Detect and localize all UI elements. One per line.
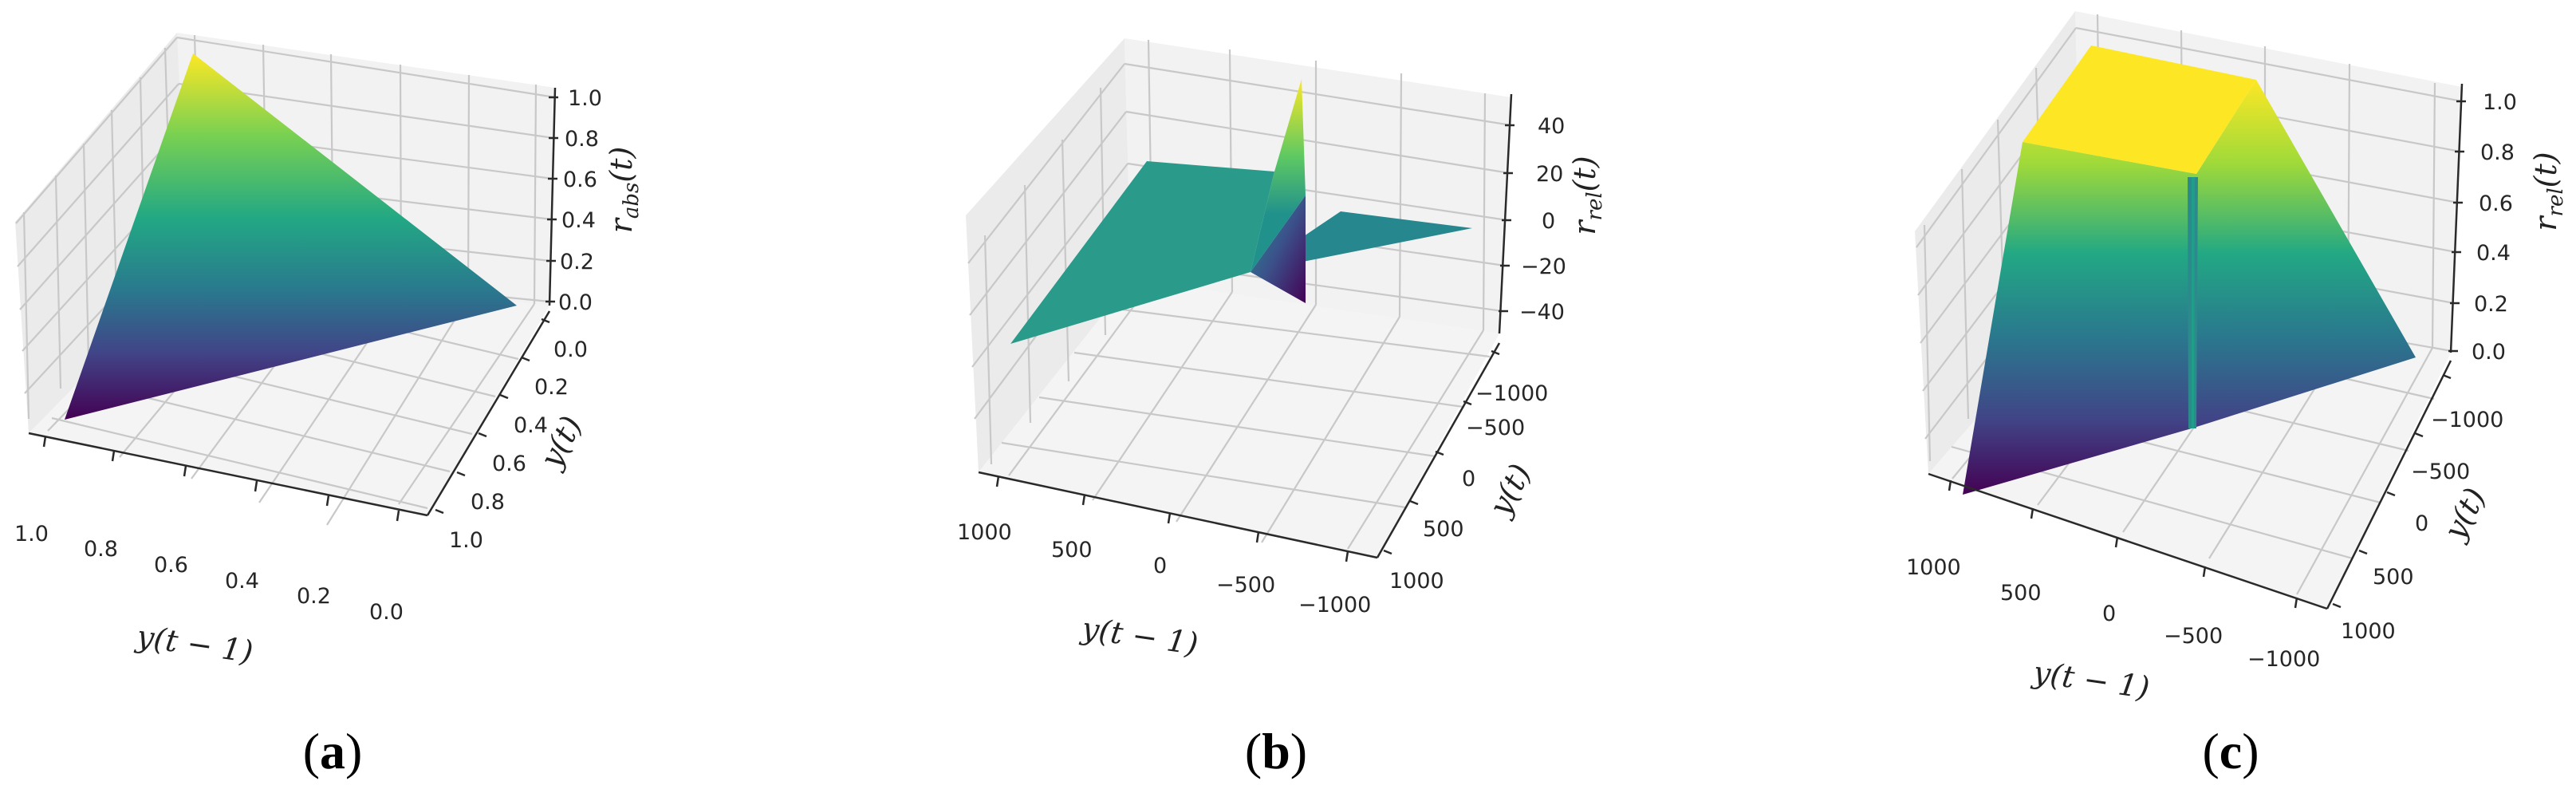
z-tick: 1.0 (2483, 90, 2517, 115)
z-tick: 0.2 (2474, 292, 2508, 317)
z-tick: 0.8 (2480, 140, 2515, 165)
x-tick: 0.4 (225, 569, 259, 594)
x-tick: 0 (2102, 602, 2116, 626)
panel-c-plot: 1.0 0.8 0.6 0.4 0.2 0.0 rrel(t) 1000 500… (1906, 11, 2568, 702)
x-tick: 0 (1153, 554, 1167, 578)
panel-b-plot: 40 20 0 −20 −40 rrel(t) 1000 500 0 −500 … (957, 38, 1607, 661)
z-tick: 40 (1538, 114, 1565, 139)
z-axis-label: rrel(t) (1567, 156, 1607, 235)
z-tick: 0.2 (560, 250, 594, 274)
x-tick: 1000 (957, 520, 1012, 545)
z-tick: −20 (1521, 254, 1566, 279)
surface-spike-negative (1251, 195, 1306, 303)
z-tick: 0.8 (565, 127, 599, 152)
panel-a-plot: 1.0 0.8 0.6 0.4 0.2 0.0 rabs(t) 1.0 0.8 … (14, 33, 644, 669)
left-pane (15, 33, 188, 433)
z-axis-label: rabs(t) (604, 147, 644, 234)
y-tick: 0.8 (471, 490, 505, 515)
z-tick: 0.4 (2476, 241, 2511, 266)
y-axis-label: y(t) (1482, 458, 1538, 523)
subfigure-label-a: (a) (302, 723, 363, 779)
x-axis (1928, 472, 2328, 610)
z-tick: 0.0 (558, 290, 593, 315)
y-tick: −1000 (1475, 381, 1548, 406)
x-tick: 0.8 (84, 537, 118, 562)
z-axis-label: rrel(t) (2528, 152, 2568, 231)
x-tick: 500 (1051, 538, 1093, 562)
z-ticks (2448, 100, 2466, 353)
subfigure-label-b: (b) (1244, 723, 1308, 779)
y-tick: 1000 (1389, 569, 1444, 594)
x-axis-label: y(t − 1) (1078, 610, 1200, 661)
surface-triangle (65, 53, 517, 420)
y-tick: 0.4 (514, 413, 548, 438)
y-tick: −500 (2411, 460, 2470, 484)
surface-spike-positive (1251, 79, 1306, 272)
x-axis-label: y(t − 1) (133, 618, 255, 669)
y-tick: 1000 (2341, 619, 2396, 644)
y-tick: 500 (1423, 517, 1464, 542)
z-tick: 0.6 (563, 168, 597, 192)
y-tick: 0.6 (492, 452, 526, 476)
y-axis (1376, 342, 1501, 558)
x-axis-label: y(t − 1) (2030, 654, 2152, 702)
x-tick: −500 (2164, 624, 2223, 649)
x-tick: 500 (2000, 581, 2042, 606)
z-tick: 0.4 (561, 208, 596, 233)
left-pane (966, 38, 1131, 472)
x-tick: −500 (1216, 573, 1275, 598)
y-tick: 0.2 (534, 375, 569, 400)
y-tick: −500 (1466, 416, 1525, 440)
x-axis (28, 432, 428, 517)
y-tick: 1.0 (449, 528, 483, 553)
x-tick: 1000 (1906, 555, 1961, 580)
x-tick: 0.6 (154, 553, 188, 578)
surface-notch-edge (2192, 177, 2195, 428)
floor-pane (979, 279, 1499, 558)
y-tick: 0 (1462, 467, 1475, 491)
x-tick: −1000 (1298, 593, 1371, 617)
surface-plateau (2023, 45, 2256, 174)
y-tick: 0 (2415, 511, 2428, 536)
y-axis (2326, 360, 2452, 610)
x-axis (978, 471, 1378, 559)
z-tick: 0.6 (2479, 191, 2513, 216)
z-tick: 0.0 (2472, 340, 2506, 365)
surface-left-plane (1010, 161, 1274, 344)
z-tick: 1.0 (568, 86, 602, 111)
z-axis (548, 87, 557, 306)
z-tick: 0 (1542, 209, 1555, 234)
surface-right-plane (1251, 211, 1472, 272)
y-axis (426, 310, 551, 516)
x-tick: 1.0 (14, 522, 49, 546)
x-tick: 0.0 (369, 600, 404, 625)
y-tick: 500 (2373, 565, 2414, 590)
x-tick: −1000 (2247, 647, 2320, 672)
z-axis (1498, 93, 1513, 334)
subfigure-label-c: (c) (2202, 723, 2259, 779)
z-tick: −40 (1519, 300, 1565, 325)
z-axis (2449, 83, 2464, 353)
z-tick: 20 (1536, 162, 1563, 187)
y-tick: −1000 (2431, 408, 2503, 432)
z-ticks (546, 96, 558, 303)
x-tick: 0.2 (297, 584, 331, 609)
y-tick: 0.0 (553, 337, 588, 362)
z-ticks (1499, 124, 1514, 313)
y-axis-label: y(t) (2436, 482, 2493, 546)
